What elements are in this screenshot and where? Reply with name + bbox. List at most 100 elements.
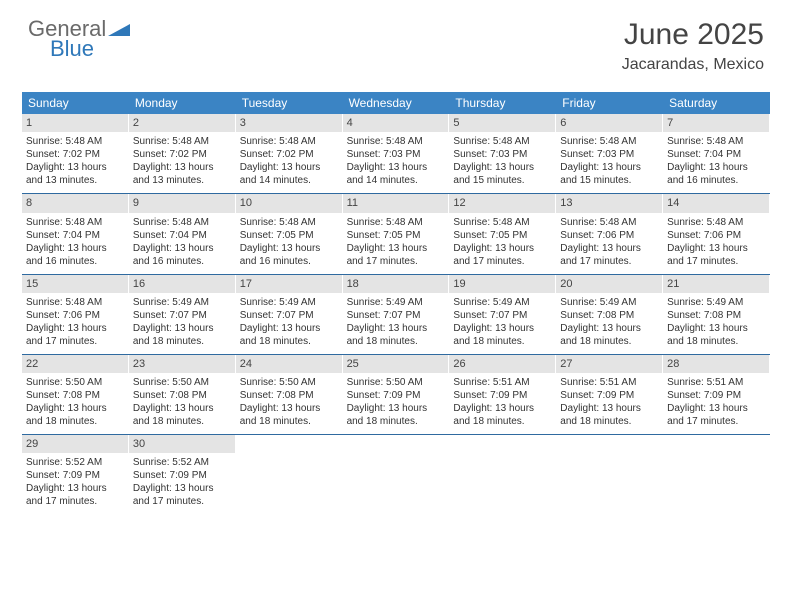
date-number: 10 (236, 194, 343, 212)
sunrise-text: Sunrise: 5:49 AM (133, 296, 232, 309)
sun-info: Sunrise: 5:48 AMSunset: 7:02 PMDaylight:… (240, 135, 339, 187)
sunset-text: Sunset: 7:04 PM (133, 229, 232, 242)
sun-info: Sunrise: 5:49 AMSunset: 7:07 PMDaylight:… (347, 296, 446, 348)
day-cell: 23Sunrise: 5:50 AMSunset: 7:08 PMDayligh… (129, 355, 236, 434)
sunset-text: Sunset: 7:09 PM (667, 389, 766, 402)
sun-info: Sunrise: 5:48 AMSunset: 7:05 PMDaylight:… (453, 216, 552, 268)
daylight-text: Daylight: 13 hours and 18 minutes. (240, 402, 339, 428)
day-cell: 17 Sunrise: 5:49 AMSunset: 7:07 PMDayligh… (236, 275, 343, 354)
sunrise-text: Sunrise: 5:50 AM (240, 376, 339, 389)
day-cell: 10Sunrise: 5:48 AMSunset: 7:05 PMDayligh… (236, 194, 343, 273)
sun-info: Sunrise: 5:49 AMSunset: 7:07 PMDaylight:… (240, 296, 339, 348)
day-cell: 25Sunrise: 5:50 AMSunset: 7:09 PMDayligh… (343, 355, 450, 434)
date-number: 14 (663, 194, 770, 212)
sunset-text: Sunset: 7:09 PM (347, 389, 446, 402)
sunrise-text: Sunrise: 5:50 AM (347, 376, 446, 389)
date-number: 15 (22, 275, 129, 293)
sunset-text: Sunset: 7:08 PM (26, 389, 125, 402)
daylight-text: Daylight: 13 hours and 16 minutes. (667, 161, 766, 187)
date-number: 21 (663, 275, 770, 293)
date-number: 19 (449, 275, 556, 293)
logo-triangle-icon (106, 20, 132, 42)
sunset-text: Sunset: 7:07 PM (347, 309, 446, 322)
week-row: 15Sunrise: 5:48 AMSunset: 7:06 PMDayligh… (22, 275, 770, 355)
day-cell (236, 435, 343, 514)
sunset-text: Sunset: 7:03 PM (347, 148, 446, 161)
daylight-text: Daylight: 13 hours and 17 minutes. (26, 482, 125, 508)
date-number: 3 (236, 114, 343, 132)
day-cell (663, 435, 770, 514)
sunset-text: Sunset: 7:04 PM (26, 229, 125, 242)
sunrise-text: Sunrise: 5:50 AM (26, 376, 125, 389)
sunset-text: Sunset: 7:07 PM (133, 309, 232, 322)
daylight-text: Daylight: 13 hours and 18 minutes. (347, 402, 446, 428)
day-header-tuesday: Tuesday (236, 92, 343, 114)
date-number: 9 (129, 194, 236, 212)
day-cell: 30Sunrise: 5:52 AMSunset: 7:09 PMDayligh… (129, 435, 236, 514)
sun-info: Sunrise: 5:50 AMSunset: 7:08 PMDaylight:… (26, 376, 125, 428)
sunset-text: Sunset: 7:06 PM (667, 229, 766, 242)
logo-text: General Blue (28, 18, 132, 60)
page-header: General Blue June 2025 Jacarandas, Mexic… (0, 0, 792, 82)
daylight-text: Daylight: 13 hours and 18 minutes. (453, 322, 552, 348)
sun-info: Sunrise: 5:48 AMSunset: 7:06 PMDaylight:… (560, 216, 659, 268)
daylight-text: Daylight: 13 hours and 17 minutes. (453, 242, 552, 268)
day-cell: 6Sunrise: 5:48 AMSunset: 7:03 PMDaylight… (556, 114, 663, 193)
date-number: 12 (449, 194, 556, 212)
sun-info: Sunrise: 5:50 AMSunset: 7:08 PMDaylight:… (133, 376, 232, 428)
sunset-text: Sunset: 7:08 PM (133, 389, 232, 402)
sunrise-text: Sunrise: 5:48 AM (133, 216, 232, 229)
sun-info: Sunrise: 5:48 AMSunset: 7:02 PMDaylight:… (26, 135, 125, 187)
daylight-text: Daylight: 13 hours and 14 minutes. (347, 161, 446, 187)
sunset-text: Sunset: 7:09 PM (453, 389, 552, 402)
date-number: 17 (236, 275, 343, 293)
daylight-text: Daylight: 13 hours and 17 minutes. (667, 402, 766, 428)
day-cell: 14Sunrise: 5:48 AMSunset: 7:06 PMDayligh… (663, 194, 770, 273)
sunset-text: Sunset: 7:02 PM (133, 148, 232, 161)
sunrise-text: Sunrise: 5:48 AM (560, 135, 659, 148)
daylight-text: Daylight: 13 hours and 18 minutes. (453, 402, 552, 428)
day-cell (449, 435, 556, 514)
sun-info: Sunrise: 5:48 AMSunset: 7:03 PMDaylight:… (453, 135, 552, 187)
sunrise-text: Sunrise: 5:51 AM (453, 376, 552, 389)
sun-info: Sunrise: 5:48 AMSunset: 7:04 PMDaylight:… (26, 216, 125, 268)
date-number: 5 (449, 114, 556, 132)
sun-info: Sunrise: 5:49 AMSunset: 7:08 PMDaylight:… (560, 296, 659, 348)
week-row: 22Sunrise: 5:50 AMSunset: 7:08 PMDayligh… (22, 355, 770, 435)
day-cell: 29Sunrise: 5:52 AMSunset: 7:09 PMDayligh… (22, 435, 129, 514)
sunrise-text: Sunrise: 5:52 AM (133, 456, 232, 469)
day-cell: 11 Sunrise: 5:48 AMSunset: 7:05 PMDayligh… (343, 194, 450, 273)
sunset-text: Sunset: 7:02 PM (26, 148, 125, 161)
date-number: 27 (556, 355, 663, 373)
daylight-text: Daylight: 13 hours and 18 minutes. (133, 322, 232, 348)
sunset-text: Sunset: 7:07 PM (240, 309, 339, 322)
sunrise-text: Sunrise: 5:48 AM (240, 135, 339, 148)
sunset-text: Sunset: 7:06 PM (560, 229, 659, 242)
date-number: 18 (343, 275, 450, 293)
sunrise-text: Sunrise: 5:51 AM (560, 376, 659, 389)
date-number: 24 (236, 355, 343, 373)
sun-info: Sunrise: 5:51 AMSunset: 7:09 PMDaylight:… (560, 376, 659, 428)
title-block: June 2025 Jacarandas, Mexico (622, 18, 764, 74)
day-cell: 12 Sunrise: 5:48 AMSunset: 7:05 PMDayligh… (449, 194, 556, 273)
sun-info: Sunrise: 5:48 AMSunset: 7:05 PMDaylight:… (347, 216, 446, 268)
day-cell: 28Sunrise: 5:51 AMSunset: 7:09 PMDayligh… (663, 355, 770, 434)
daylight-text: Daylight: 13 hours and 17 minutes. (133, 482, 232, 508)
sunrise-text: Sunrise: 5:49 AM (667, 296, 766, 309)
day-cell: 20Sunrise: 5:49 AMSunset: 7:08 PMDayligh… (556, 275, 663, 354)
sunset-text: Sunset: 7:08 PM (560, 309, 659, 322)
day-cell: 22Sunrise: 5:50 AMSunset: 7:08 PMDayligh… (22, 355, 129, 434)
day-cell: 3 Sunrise: 5:48 AMSunset: 7:02 PMDaylight… (236, 114, 343, 193)
daylight-text: Daylight: 13 hours and 15 minutes. (453, 161, 552, 187)
daylight-text: Daylight: 13 hours and 16 minutes. (26, 242, 125, 268)
daylight-text: Daylight: 13 hours and 18 minutes. (560, 322, 659, 348)
date-number: 11 (343, 194, 450, 212)
day-cell: 15Sunrise: 5:48 AMSunset: 7:06 PMDayligh… (22, 275, 129, 354)
day-header-saturday: Saturday (663, 92, 770, 114)
sunrise-text: Sunrise: 5:52 AM (26, 456, 125, 469)
weeks-container: 1Sunrise: 5:48 AMSunset: 7:02 PMDaylight… (22, 114, 770, 514)
sun-info: Sunrise: 5:48 AMSunset: 7:03 PMDaylight:… (560, 135, 659, 187)
day-header-wednesday: Wednesday (343, 92, 450, 114)
sunrise-text: Sunrise: 5:49 AM (453, 296, 552, 309)
day-cell: 26Sunrise: 5:51 AMSunset: 7:09 PMDayligh… (449, 355, 556, 434)
